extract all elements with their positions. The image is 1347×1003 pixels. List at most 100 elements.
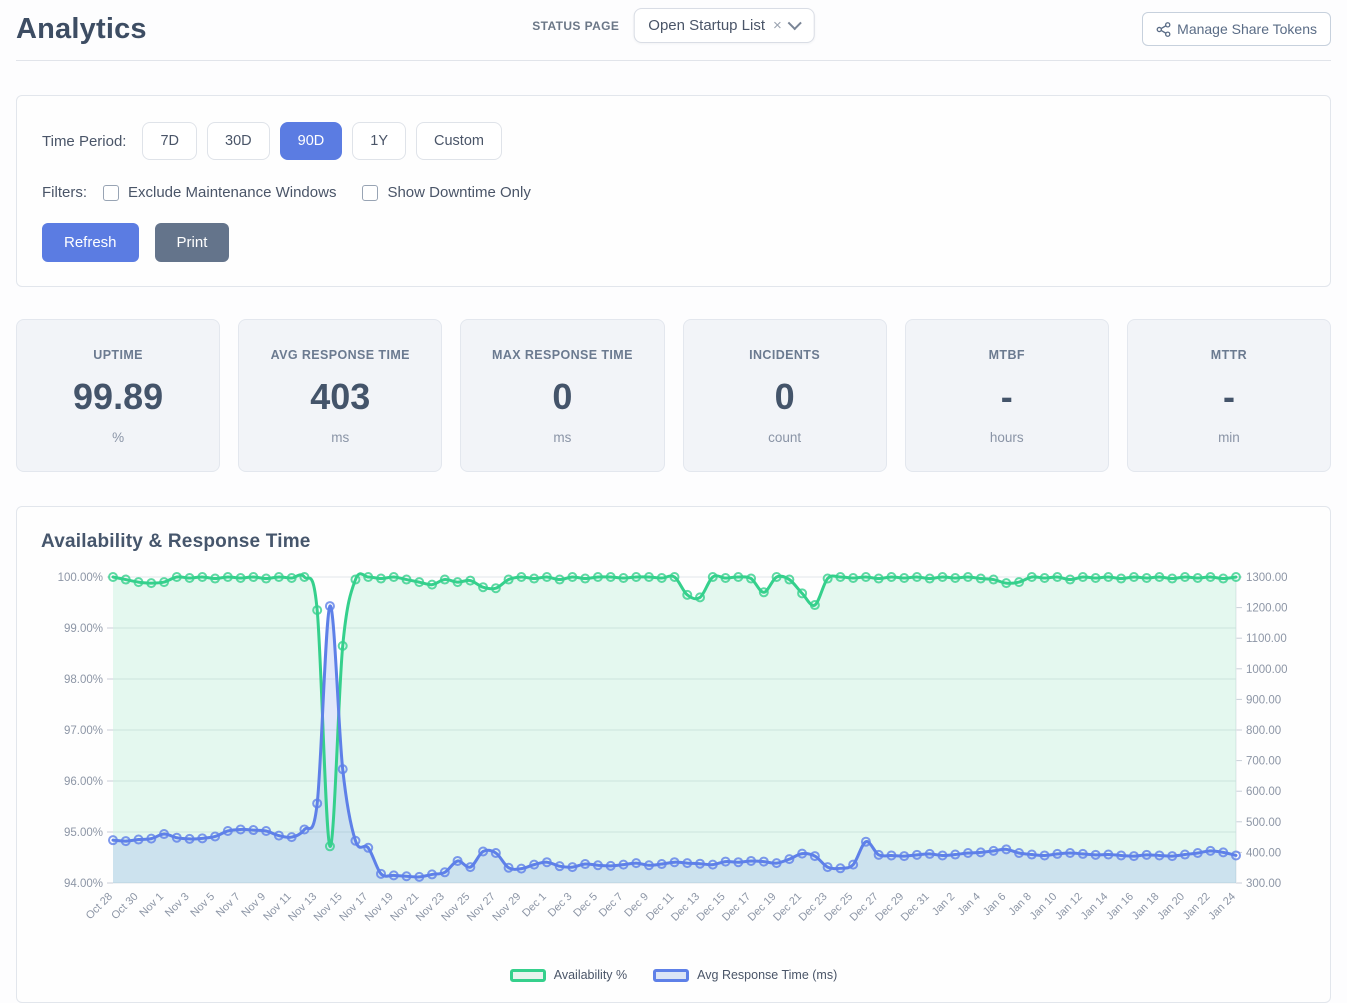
clear-selection-icon[interactable]: ×	[773, 17, 782, 34]
svg-text:100.00%: 100.00%	[58, 572, 103, 584]
filter-checkboxes: Exclude Maintenance Windows Show Downtime…	[103, 184, 557, 201]
stat-unit: count	[768, 430, 802, 445]
svg-text:Nov 5: Nov 5	[188, 891, 217, 920]
svg-text:Dec 1: Dec 1	[520, 891, 549, 920]
svg-text:Jan 4: Jan 4	[955, 891, 983, 919]
filter-checkbox-0[interactable]: Exclude Maintenance Windows	[103, 184, 336, 201]
chart-canvas: 100.00% 99.00% 98.00% 97.00% 96.00% 95.00% 94.…	[58, 572, 1288, 924]
stat-value: -	[1000, 376, 1013, 417]
svg-text:Jan 22: Jan 22	[1181, 891, 1213, 923]
svg-text:97.00%: 97.00%	[64, 725, 103, 737]
time-period-label: Time Period:	[42, 132, 127, 150]
stat-value: -	[1222, 376, 1235, 417]
svg-text:900.00: 900.00	[1246, 694, 1281, 706]
chart-panel: Availability & Response Time 100.00% 99.0…	[16, 506, 1331, 1003]
chevron-down-icon	[787, 15, 802, 30]
manage-share-tokens-button[interactable]: Manage Share Tokens	[1142, 12, 1331, 46]
stat-card-mtbf: MTBF - hours	[904, 319, 1109, 472]
svg-text:Jan 12: Jan 12	[1053, 891, 1085, 923]
availability-response-chart[interactable]: 100.00% 99.00% 98.00% 97.00% 96.00% 95.00% 94.…	[41, 563, 1306, 966]
svg-text:94.00%: 94.00%	[64, 878, 103, 890]
stat-label: UPTIME	[93, 348, 143, 362]
page-title: Analytics	[16, 12, 147, 45]
svg-text:400.00: 400.00	[1246, 847, 1281, 859]
svg-text:Oct 28: Oct 28	[84, 891, 115, 922]
stat-value: 0	[552, 376, 573, 417]
chart-title: Availability & Response Time	[41, 531, 311, 552]
chart-legend: Availability % Avg Response Time (ms)	[41, 968, 1306, 988]
stat-card-mttr: MTTR - min	[1126, 319, 1332, 472]
svg-text:Jan 16: Jan 16	[1104, 891, 1136, 923]
svg-text:1000.00: 1000.00	[1246, 664, 1288, 676]
stat-label: INCIDENTS	[749, 348, 821, 362]
svg-text:300.00: 300.00	[1246, 878, 1281, 890]
svg-text:Dec 31: Dec 31	[899, 891, 932, 924]
checkbox-box[interactable]	[362, 184, 379, 201]
manage-share-tokens-label: Manage Share Tokens	[1177, 21, 1317, 37]
stat-card-avg-response-time: AVG RESPONSE TIME 403 ms	[238, 319, 443, 472]
stat-label: MAX RESPONSE TIME	[492, 348, 633, 362]
stat-unit: min	[1218, 430, 1240, 445]
refresh-button[interactable]: Refresh	[42, 223, 139, 262]
legend-label: Avg Response Time (ms)	[697, 968, 838, 982]
svg-text:Jan 14: Jan 14	[1079, 891, 1111, 923]
svg-text:Dec 3: Dec 3	[546, 891, 575, 920]
svg-text:1300.00: 1300.00	[1246, 572, 1288, 584]
svg-text:Jan 2: Jan 2	[930, 891, 958, 919]
svg-text:Nov 7: Nov 7	[214, 891, 243, 920]
svg-text:Nov 29: Nov 29	[490, 891, 523, 924]
status-page-label: STATUS PAGE	[532, 18, 620, 33]
legend-item-response-time[interactable]: Avg Response Time (ms)	[653, 968, 837, 982]
svg-text:1200.00: 1200.00	[1246, 603, 1288, 615]
stat-value: 99.89	[73, 376, 164, 417]
svg-text:700.00: 700.00	[1246, 756, 1281, 768]
svg-text:Oct 30: Oct 30	[109, 891, 140, 922]
svg-text:98.00%: 98.00%	[64, 674, 103, 686]
stat-card-uptime: UPTIME 99.89%	[16, 319, 221, 472]
svg-text:96.00%: 96.00%	[64, 776, 103, 788]
svg-text:1100.00: 1100.00	[1246, 633, 1287, 645]
time-period-button-1y[interactable]: 1Y	[352, 122, 406, 160]
stat-card-incidents: INCIDENTS 0 count	[682, 319, 887, 472]
stat-label: MTBF	[988, 348, 1025, 362]
filters-panel: Time Period: 7D 30D 90D 1Y Custom Filters: E…	[16, 95, 1331, 287]
svg-text:Jan 24: Jan 24	[1206, 891, 1238, 923]
checkbox-label: Show Downtime Only	[387, 184, 531, 201]
svg-text:600.00: 600.00	[1246, 786, 1281, 798]
svg-text:800.00: 800.00	[1246, 725, 1281, 737]
header-divider	[16, 60, 1331, 61]
stat-value: 403	[310, 376, 371, 417]
print-button[interactable]: Print	[154, 223, 230, 262]
svg-text:95.00%: 95.00%	[64, 827, 103, 839]
filter-checkbox-1[interactable]: Show Downtime Only	[362, 184, 531, 201]
share-icon	[1156, 21, 1171, 37]
svg-text:Nov 3: Nov 3	[163, 891, 192, 920]
stat-unit: ms	[331, 430, 350, 445]
time-period-button-30d[interactable]: 30D	[207, 122, 270, 160]
svg-text:Jan 20: Jan 20	[1155, 891, 1187, 923]
stat-label: AVG RESPONSE TIME	[270, 348, 410, 362]
svg-text:Jan 10: Jan 10	[1028, 891, 1060, 923]
filters-label: Filters:	[42, 184, 87, 201]
stats-row: UPTIME 99.89% AVG RESPONSE TIME 403 ms MAX RE…	[16, 319, 1332, 472]
legend-label: Availability %	[553, 968, 628, 982]
legend-item-availability[interactable]: Availability %	[509, 968, 628, 982]
time-period-button-7d[interactable]: 7D	[142, 122, 198, 160]
status-page-select[interactable]: Open Startup List ×	[633, 8, 815, 43]
stat-unit: hours	[989, 430, 1024, 445]
svg-text:Nov 1: Nov 1	[137, 891, 166, 920]
time-period-button-90d[interactable]: 90D	[279, 122, 343, 160]
checkbox-box[interactable]	[103, 184, 119, 201]
svg-text:Jan 18: Jan 18	[1130, 891, 1162, 923]
legend-swatch	[509, 968, 546, 982]
stat-card-max-response-time: MAX RESPONSE TIME 0 ms	[460, 319, 665, 472]
stat-value: 0	[774, 376, 795, 417]
stat-unit: ms	[553, 430, 572, 445]
checkbox-label: Exclude Maintenance Windows	[128, 184, 337, 201]
stat-label: MTTR	[1210, 348, 1248, 362]
svg-text:Jan 6: Jan 6	[981, 891, 1009, 919]
time-period-button-custom[interactable]: Custom	[416, 122, 502, 160]
time-period-button-group: 7D 30D 90D 1Y Custom	[142, 122, 502, 160]
svg-text:Dec 5: Dec 5	[571, 891, 600, 920]
stat-unit: %	[112, 430, 125, 445]
